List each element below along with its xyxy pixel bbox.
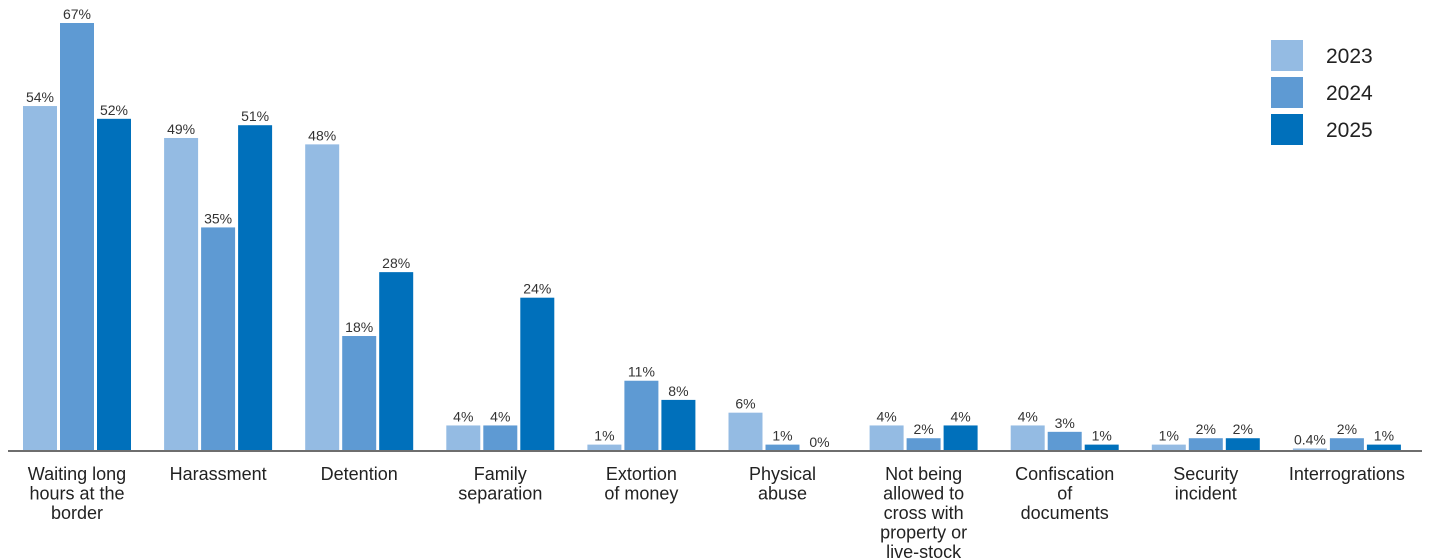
bar-group: 54% 67% 52% — [23, 6, 131, 452]
legend-label: 2024 — [1326, 82, 1373, 105]
bar-group: 1% 11% 8% — [587, 364, 696, 451]
data-label: 51% — [241, 108, 269, 124]
bars-layer: 54% 67% 52% 49% 35% 51% 48% 18% 28% 4% 4% 24% 1% 11% 8… — [23, 6, 1401, 452]
legend-swatch — [1271, 77, 1303, 108]
data-label: 4% — [453, 408, 473, 424]
bar-2024 — [201, 227, 236, 451]
data-label: 2% — [1196, 421, 1216, 437]
data-label: 2% — [913, 421, 933, 437]
data-label: 35% — [204, 210, 232, 226]
bar-2024 — [624, 380, 659, 451]
data-label: 52% — [100, 102, 128, 118]
bar-2024 — [483, 425, 518, 451]
bar-2024 — [1188, 438, 1223, 451]
bar-2023 — [446, 425, 481, 451]
bar-group: 49% 35% 51% — [164, 108, 273, 451]
category-label: Waiting long hours at the border — [28, 464, 126, 523]
category-labels-layer: Waiting long hours at the border Harassment… — [28, 464, 1405, 558]
bar-2023 — [1151, 444, 1186, 451]
data-label: 0.4% — [1294, 431, 1326, 447]
bar-group: 4% 3% 1% — [1010, 408, 1119, 451]
bar-group: 0.4% 2% 1% — [1292, 421, 1401, 451]
bar-2025 — [520, 297, 555, 451]
bar-2023 — [869, 425, 904, 451]
legend-swatch — [1271, 40, 1303, 71]
data-label: 54% — [26, 89, 54, 105]
bar-2025 — [379, 272, 414, 451]
data-label: 28% — [382, 255, 410, 271]
category-label: Interrogrations — [1289, 464, 1405, 484]
legend-label: 2025 — [1326, 119, 1373, 142]
bar-2024 — [342, 336, 377, 451]
bar-2023 — [1010, 425, 1045, 451]
bar-2025 — [238, 125, 273, 451]
legend: 2023 2024 2025 — [1271, 40, 1373, 145]
bar-2023 — [305, 144, 340, 451]
bar-2023 — [23, 106, 57, 452]
data-label: 1% — [594, 428, 614, 444]
data-label: 48% — [308, 127, 336, 143]
data-label: 49% — [167, 121, 195, 137]
bar-2025 — [1084, 444, 1119, 451]
category-label: Not being allowed to cross with property or… — [880, 464, 967, 558]
data-label: 1% — [1092, 428, 1112, 444]
legend-label: 2023 — [1326, 45, 1373, 68]
category-label: Security incident — [1173, 464, 1238, 504]
data-label: 11% — [628, 364, 655, 380]
data-label: 4% — [950, 408, 970, 424]
bar-group: 1% 2% 2% — [1151, 421, 1260, 451]
bar-2023 — [164, 137, 199, 451]
bar-2025 — [1225, 438, 1260, 451]
bar-2023 — [728, 412, 763, 451]
data-label: 2% — [1337, 421, 1357, 437]
bar-2025 — [943, 425, 978, 451]
bar-group: 6% 1% 0% — [728, 396, 830, 451]
data-label: 0% — [809, 434, 829, 450]
category-label: Extortion of money — [604, 464, 678, 504]
bar-group: 4% 4% 24% — [446, 281, 555, 451]
data-label: 8% — [668, 383, 688, 399]
data-label: 67% — [63, 6, 91, 22]
bar-group: 4% 2% 4% — [869, 408, 978, 451]
category-label: Physical abuse — [749, 464, 816, 504]
data-label: 18% — [345, 319, 373, 335]
legend-swatch — [1271, 114, 1303, 145]
data-label: 24% — [523, 281, 551, 297]
bar-2024 — [765, 444, 800, 451]
bar-2024 — [60, 23, 94, 451]
bar-2024 — [1047, 431, 1082, 451]
bar-2025 — [1366, 444, 1401, 451]
bar-2025 — [661, 399, 696, 451]
bar-2023 — [1292, 448, 1327, 451]
data-label: 4% — [876, 408, 896, 424]
data-label: 2% — [1233, 421, 1253, 437]
bar-2025 — [97, 118, 131, 451]
bar-2023 — [587, 444, 622, 451]
category-label: Detention — [321, 464, 398, 484]
category-label: Confiscation of documents — [1015, 464, 1114, 523]
data-label: 4% — [490, 408, 510, 424]
category-label: Family separation — [458, 464, 542, 504]
data-label: 1% — [772, 428, 792, 444]
bar-2024 — [906, 438, 941, 451]
data-label: 4% — [1018, 408, 1038, 424]
data-label: 3% — [1055, 415, 1075, 431]
category-label: Harassment — [170, 464, 267, 484]
bar-group: 48% 18% 28% — [305, 127, 414, 451]
data-label: 1% — [1159, 428, 1179, 444]
data-label: 1% — [1374, 428, 1394, 444]
bar-2024 — [1329, 438, 1364, 451]
data-label: 6% — [735, 396, 755, 412]
